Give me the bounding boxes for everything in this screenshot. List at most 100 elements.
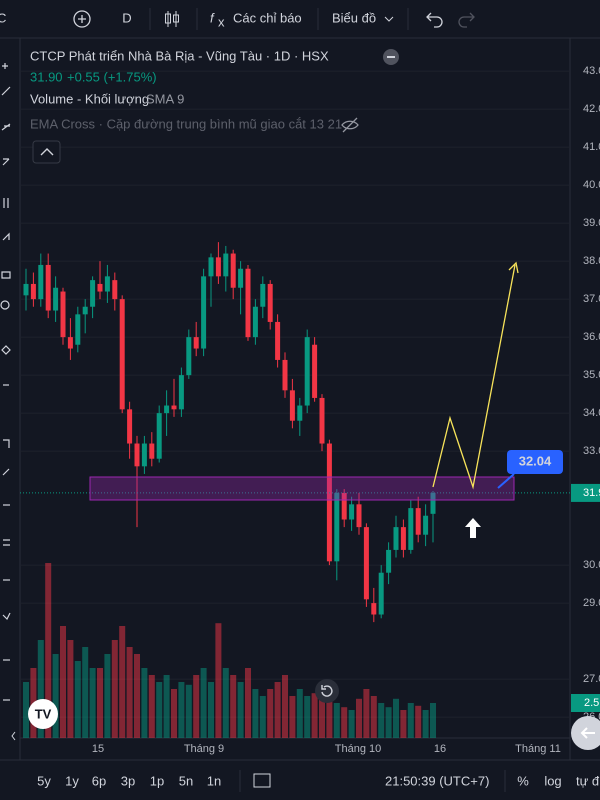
percent-toggle[interactable]: % [517,773,529,788]
candle-body [127,409,133,444]
callout-box[interactable] [507,450,563,474]
up-arrow[interactable] [465,518,481,538]
volume-bar [304,696,311,738]
candle-body [67,337,73,349]
volume-bar [23,682,29,738]
candle-body [430,492,436,514]
candle-body [238,268,244,288]
interval-button[interactable]: D [122,10,131,25]
volume-bar [245,668,251,738]
candle-body [378,572,384,615]
volume-bar [326,682,333,738]
chart-menu-button[interactable]: Biểu đồ [332,10,376,25]
auto-toggle[interactable]: tự đ [576,773,600,788]
callout-pointer [497,473,515,489]
range-button[interactable]: 3p [121,773,135,788]
indicators-button[interactable]: Các chỉ báo [233,10,302,25]
range-button[interactable]: 5y [37,773,51,788]
bottom-bar: 5y 1y 6p 3p 1p 5n 1n [37,773,221,788]
volume-bar [222,668,229,738]
y-tick-label: 43.00 [583,65,600,77]
candle-type-icon-body [165,13,171,24]
volume [23,563,436,738]
y-tick-label: 30.00 [583,559,600,571]
volume-bar [193,675,200,738]
redo-button[interactable] [458,12,475,28]
candle-body [82,306,88,315]
x-tick-label: Tháng 10 [335,743,381,755]
path-projection[interactable] [432,264,516,490]
volume-bar [422,710,429,738]
reset-icon [321,685,333,697]
candle-type-icon-body [173,14,179,23]
zone-rectangle[interactable] [89,476,515,501]
y-tick-label: 42.00 [583,103,600,115]
volume-bar [97,668,103,738]
volume-bar [60,626,66,738]
y-tick-label: 35.00 [583,369,600,381]
volume-bar [319,684,325,738]
volume-bar [134,654,140,738]
legend-price: 31.90 [30,69,63,84]
scroll-icon [580,727,595,739]
undo-button[interactable] [426,12,443,28]
volume-bar [208,682,214,738]
chevron [384,16,394,22]
candle-body [75,314,81,345]
y-tick-label: 41.00 [583,141,600,153]
candle-body [208,257,214,277]
candle-body [282,359,288,391]
reset-button[interactable] [315,679,339,703]
volume-bar [52,654,59,738]
candle-body [363,527,369,600]
candle-body [356,504,362,528]
fx-icon: f [210,10,215,25]
candle-body [215,257,221,277]
x-tick-label: Tháng 9 [184,743,224,755]
candle-body [319,397,325,444]
range-button[interactable]: 5n [179,773,193,788]
candle-body [53,287,59,311]
y-tick-label: 37.00 [583,293,600,305]
volume-bar [45,563,52,738]
y-tick-label: 39.00 [583,217,600,229]
candle-body [326,443,332,562]
date-range-icon[interactable] [253,773,271,788]
candle-body [393,527,399,550]
candle-body [423,515,429,535]
volume-bar [282,675,288,738]
volume-bar [267,689,274,738]
x-tick-label: Tháng 11 [515,743,561,755]
y-tick-label: 29.00 [583,597,600,609]
range-button[interactable]: 6p [92,773,106,788]
range-button[interactable]: 1p [150,773,164,788]
tv-logo-mark: TV [35,706,52,721]
add-symbol-button[interactable] [73,10,91,28]
volume-bar [215,623,222,738]
volume-bar [341,707,348,738]
volume-bar [333,703,340,738]
candle-body [267,283,273,322]
candle-body [23,283,29,296]
last-price-tag [571,483,600,502]
candle-body [60,291,66,338]
hide-icon[interactable] [341,117,359,133]
time-axis: 15 Tháng 9 Tháng 10 16 Tháng 11 [92,743,561,755]
range-button[interactable]: 1y [65,773,79,788]
volume-bar [185,684,192,738]
range-button[interactable]: 1n [207,773,221,788]
last-volume-label: 2.5 [584,697,599,709]
volume-bar [385,707,392,738]
collapse-tools[interactable] [11,731,16,741]
collapse-legend[interactable] [32,140,61,164]
candle-body [201,276,207,349]
volume-bar [104,654,111,738]
legend-change: +0.55 (+1.75%) [67,69,157,84]
log-toggle[interactable]: log [544,773,561,788]
volume-bar [363,689,370,738]
candles [20,242,570,623]
tv-logo[interactable] [28,699,58,729]
volume-bar [89,668,96,738]
left-tools[interactable] [0,63,11,701]
clock: 21:50:39 (UTC+7) [385,773,489,788]
